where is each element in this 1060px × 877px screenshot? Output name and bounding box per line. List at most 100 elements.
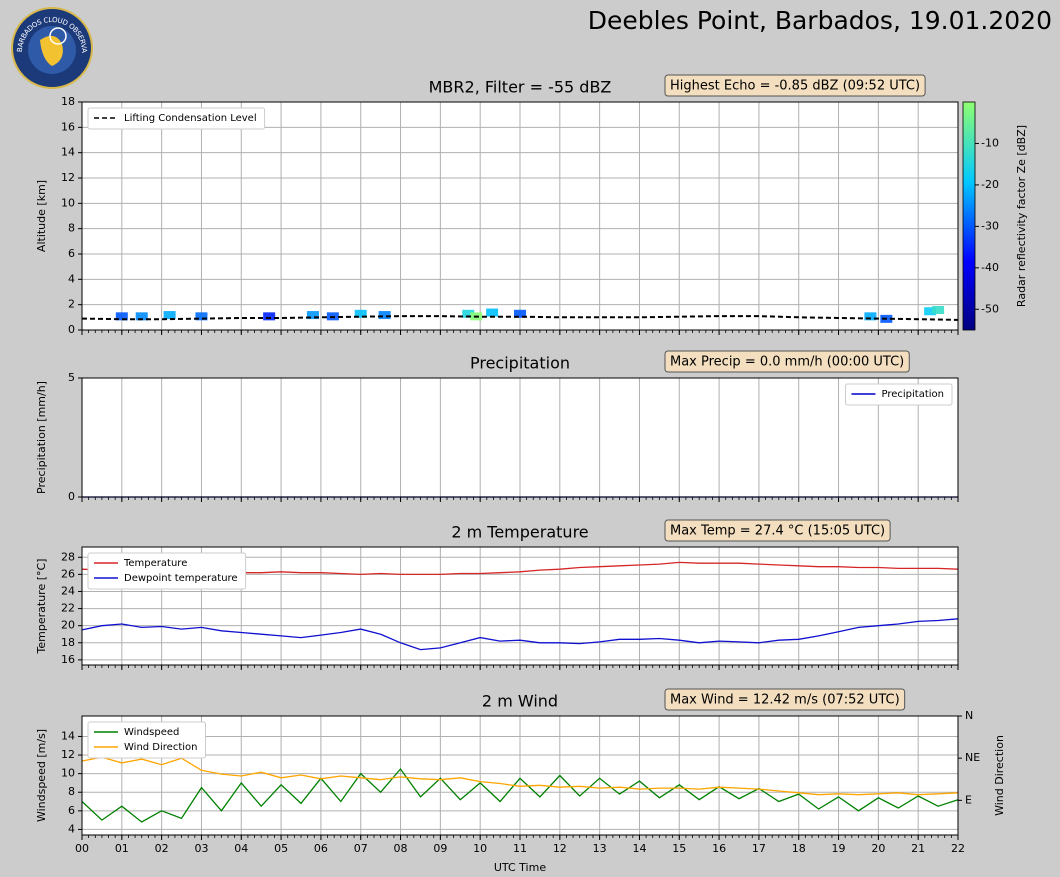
y-tick-label: 0 — [68, 323, 75, 336]
annotation: Max Temp = 27.4 °C (15:05 UTC) — [670, 524, 885, 539]
y-axis-label: Temperature [°C] — [35, 559, 48, 655]
y-tick-label: 8 — [68, 222, 75, 235]
series-line — [81, 767, 959, 823]
colorbar — [962, 101, 976, 331]
x-tick-label: 13 — [593, 842, 607, 855]
x-tick-label: 10 — [473, 842, 487, 855]
x-axis-label: UTC Time — [494, 861, 546, 874]
x-tick-label: 22 — [951, 842, 965, 855]
y-tick-label: 16 — [61, 653, 75, 666]
x-tick-label: 01 — [115, 842, 129, 855]
colorbar-tick-label: -40 — [981, 261, 999, 274]
colorbar-tick-label: -10 — [981, 136, 999, 149]
y2-axis-label: Wind Direction — [993, 735, 1006, 816]
legend: Windspeed Wind Direction — [87, 721, 206, 759]
x-tick-label: 16 — [712, 842, 726, 855]
y-tick-label: 2 — [68, 298, 75, 311]
x-tick-label: 02 — [155, 842, 169, 855]
legend-label: Lifting Condensation Level — [124, 113, 257, 124]
annotation-frame — [664, 74, 926, 97]
y-axis-label: Altitude [km] — [35, 180, 48, 252]
legend-frame — [87, 107, 266, 130]
legend-frame — [87, 721, 206, 759]
y-tick-label: 6 — [68, 247, 75, 260]
echo — [135, 312, 148, 321]
colorbar-tick-label: -20 — [981, 178, 999, 191]
y2-tick-label: N — [965, 709, 973, 722]
echo — [195, 312, 208, 321]
x-tick-label: 05 — [274, 842, 288, 855]
plot-frame — [81, 377, 959, 498]
y-tick-label: 4 — [68, 272, 75, 285]
y-tick-label: 18 — [61, 636, 75, 649]
echo — [932, 306, 945, 314]
legend: Precipitation — [844, 383, 953, 406]
annotation-box: Max Wind = 12.42 m/s (07:52 UTC) — [664, 688, 906, 711]
x-tick-label: 03 — [194, 842, 208, 855]
legend-label: Wind Direction — [124, 742, 198, 753]
panel-title: Precipitation — [470, 354, 570, 373]
y-tick-label: 6 — [68, 804, 75, 817]
plot-frame — [81, 546, 959, 666]
legend-label: Precipitation — [881, 389, 944, 400]
y-axis-label: Precipitation [mm/h] — [35, 381, 48, 494]
page-title: Deebles Point, Barbados, 19.01.2020 — [588, 6, 1052, 35]
echo — [163, 311, 176, 320]
colorbar-tick-label: -50 — [981, 302, 999, 315]
y-tick-label: 10 — [61, 767, 75, 780]
colorbar-label: Radar reflectivity factor Ze [dBZ] — [1015, 125, 1028, 307]
echo — [378, 311, 391, 320]
legend-frame — [87, 552, 247, 590]
y-tick-label: 14 — [61, 729, 75, 742]
echo — [864, 312, 877, 321]
legend: Lifting Condensation Level — [87, 107, 266, 130]
y-tick-label: 18 — [61, 95, 75, 108]
y-tick-label: 28 — [61, 550, 75, 563]
annotation: Max Precip = 0.0 mm/h (00:00 UTC) — [670, 355, 904, 370]
colorbar-tick-label: -30 — [981, 219, 999, 232]
x-tick-label: 15 — [672, 842, 686, 855]
legend-frame — [844, 383, 953, 406]
echo — [462, 309, 475, 318]
x-tick-label: 06 — [314, 842, 328, 855]
echo — [115, 312, 128, 321]
series-line — [81, 618, 959, 651]
annotation-box: Max Temp = 27.4 °C (15:05 UTC) — [664, 519, 891, 542]
x-tick-label: 08 — [394, 842, 408, 855]
x-tick-label: 12 — [553, 842, 567, 855]
y2-tick-label: E — [965, 793, 972, 806]
legend: Temperature Dewpoint temperature — [87, 552, 247, 590]
annotation-frame — [664, 688, 906, 711]
y-tick-label: 5 — [68, 371, 75, 384]
x-tick-label: 17 — [752, 842, 766, 855]
annotation-frame — [664, 350, 910, 373]
y-tick-label: 26 — [61, 567, 75, 580]
x-tick-label: 00 — [75, 842, 89, 855]
echo — [486, 308, 499, 317]
panel-title: 2 m Wind — [482, 692, 558, 711]
x-tick-label: 09 — [433, 842, 447, 855]
echo — [306, 311, 319, 320]
series-line — [81, 315, 959, 321]
legend-label: Dewpoint temperature — [124, 573, 238, 584]
y-tick-label: 12 — [61, 171, 75, 184]
annotation: Max Wind = 12.42 m/s (07:52 UTC) — [670, 693, 900, 708]
x-tick-label: 04 — [234, 842, 248, 855]
echo — [514, 309, 526, 318]
panel-title: 2 m Temperature — [451, 523, 588, 542]
x-tick-label: 19 — [832, 842, 846, 855]
x-tick-label: 07 — [354, 842, 368, 855]
x-tick-label: 14 — [632, 842, 646, 855]
annotation-frame — [664, 519, 891, 542]
annotation-box: Max Precip = 0.0 mm/h (00:00 UTC) — [664, 350, 910, 373]
annotation: Highest Echo = -0.85 dBZ (09:52 UTC) — [670, 79, 920, 94]
x-tick-label: 21 — [911, 842, 925, 855]
plot-frame — [81, 715, 959, 836]
series-line — [81, 756, 959, 796]
x-tick-label: 20 — [871, 842, 885, 855]
echo — [263, 312, 276, 321]
legend-label: Windspeed — [124, 727, 179, 738]
y-tick-label: 24 — [61, 584, 75, 597]
y-tick-label: 4 — [68, 822, 75, 835]
